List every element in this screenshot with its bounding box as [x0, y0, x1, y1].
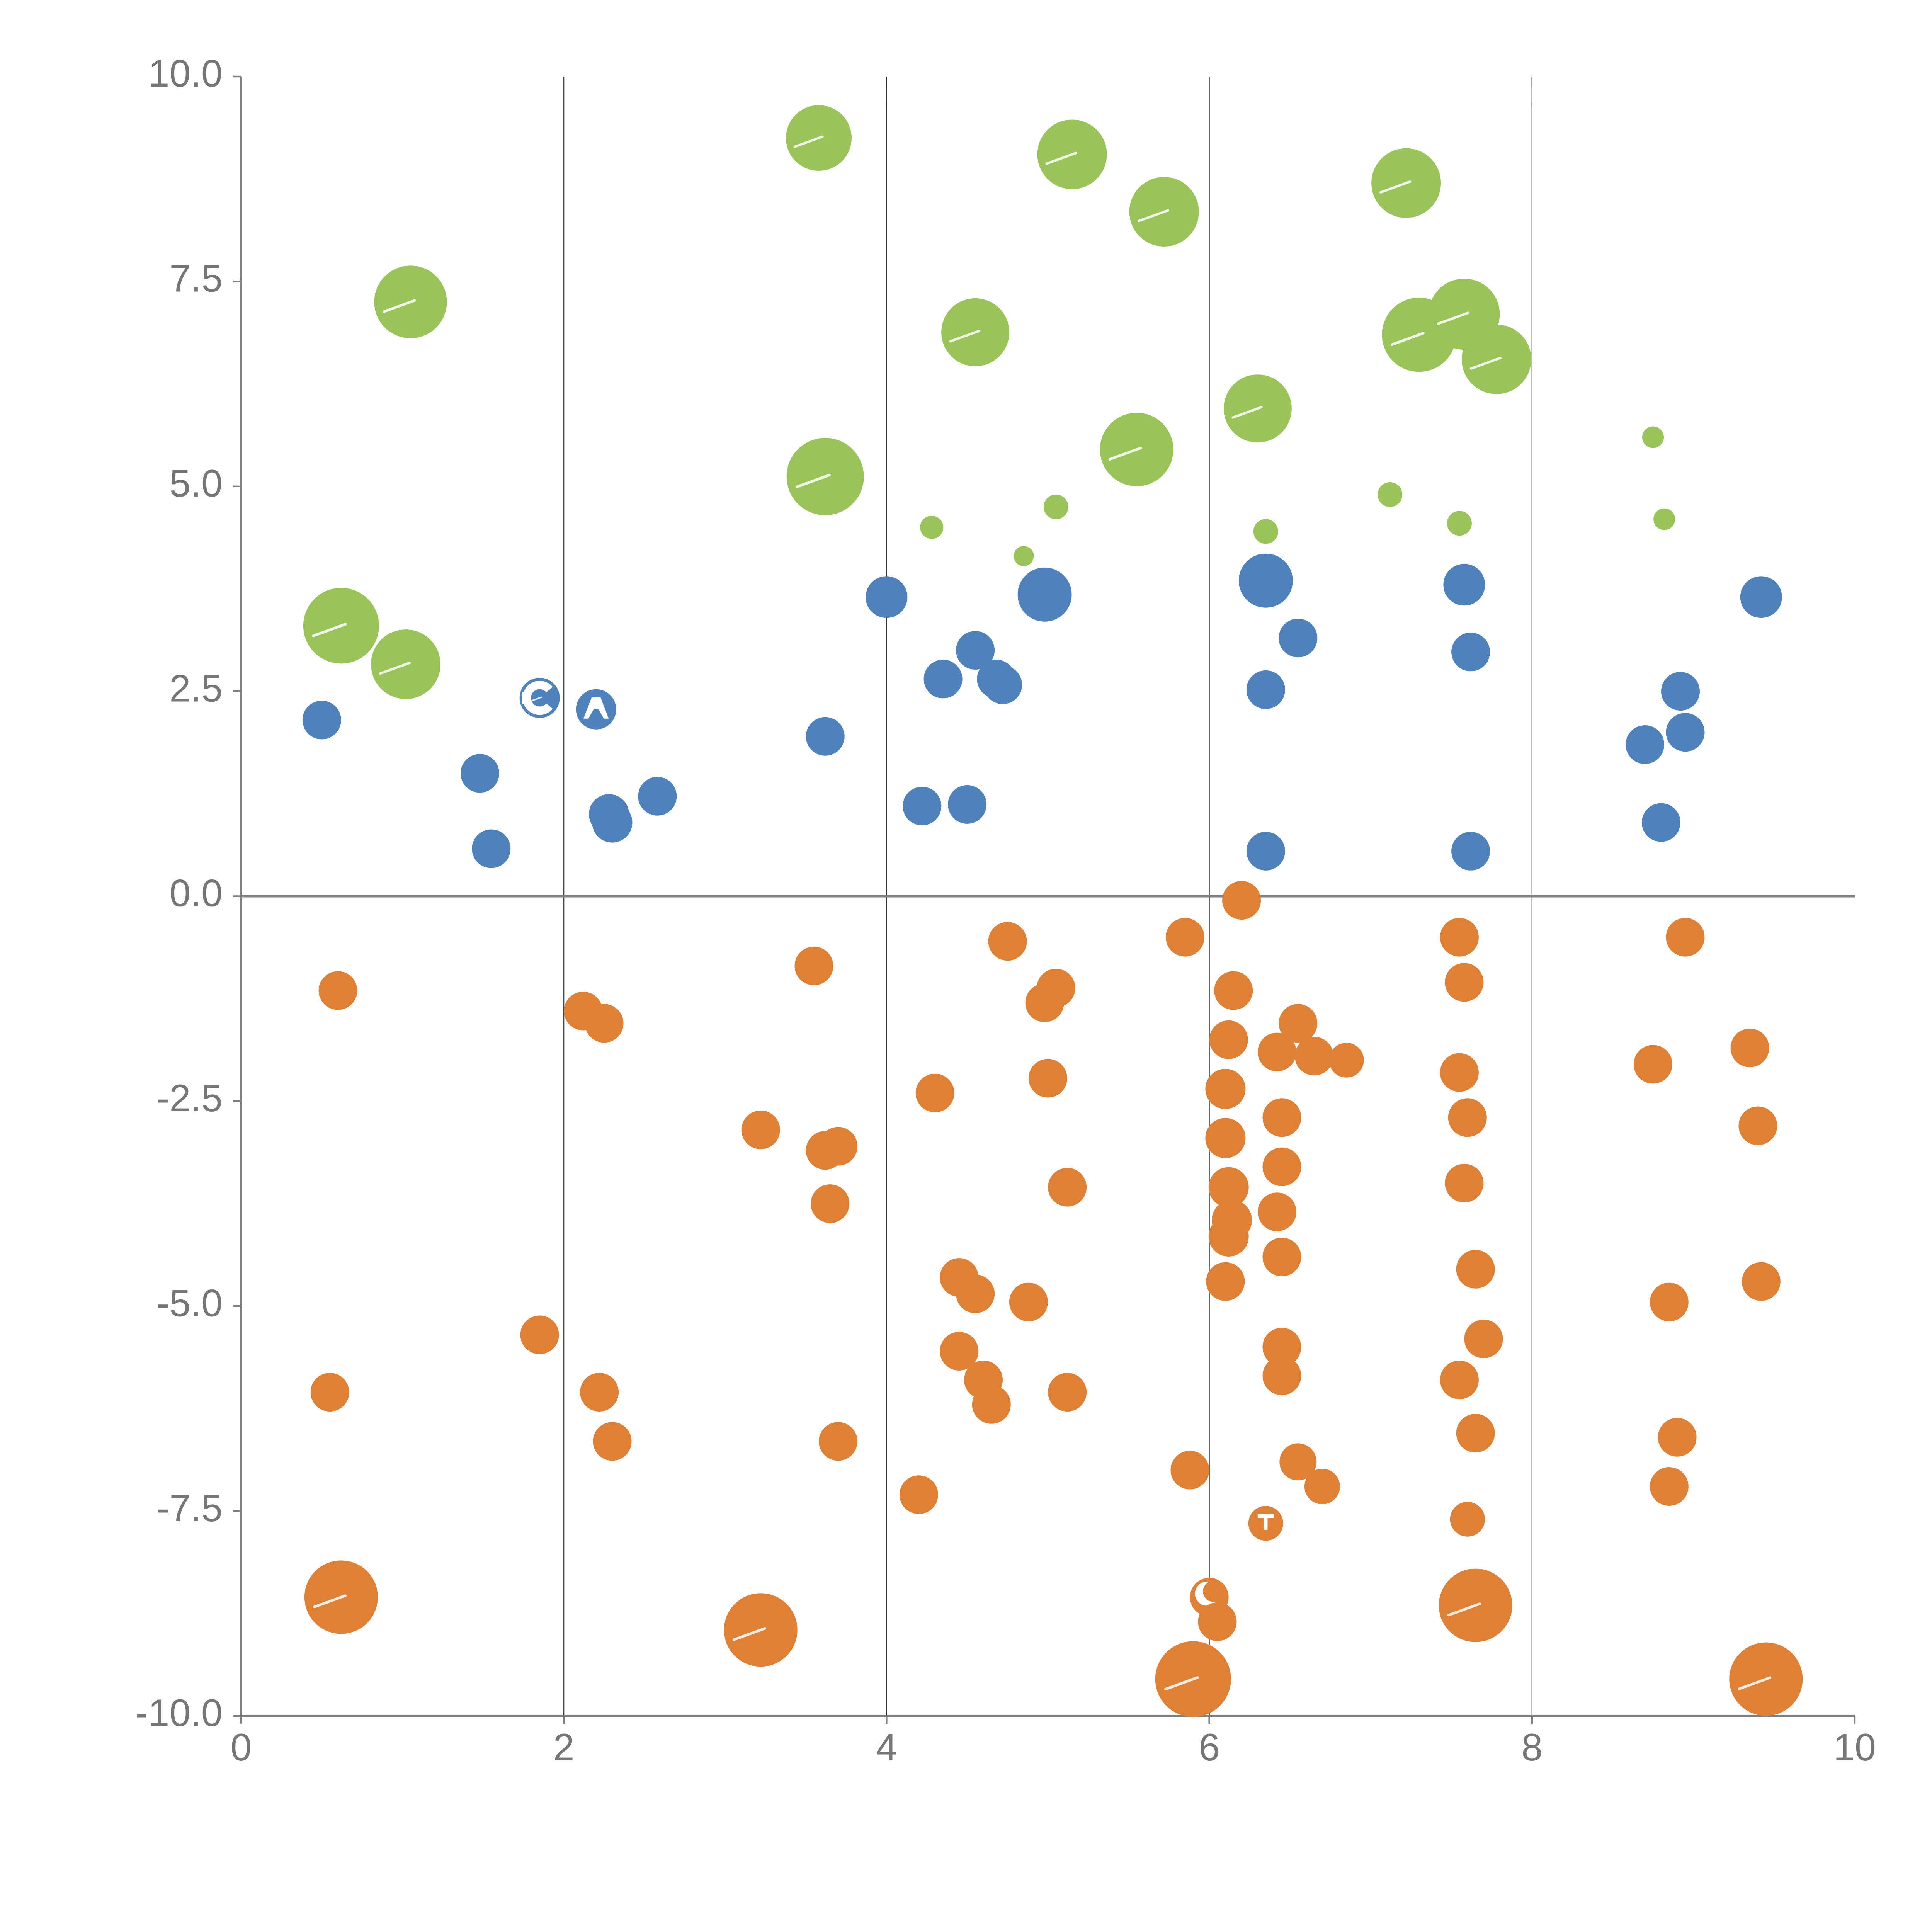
- svg-text:-7.5: -7.5: [156, 1486, 223, 1529]
- svg-text:2: 2: [553, 1726, 575, 1769]
- svg-text:4: 4: [876, 1726, 897, 1769]
- svg-text:10.0: 10.0: [148, 52, 223, 95]
- svg-text:10: 10: [1833, 1726, 1876, 1769]
- svg-text:-10.0: -10.0: [135, 1691, 223, 1734]
- svg-text:-5.0: -5.0: [156, 1281, 223, 1324]
- svg-text:0.0: 0.0: [169, 872, 223, 915]
- svg-text:2.5: 2.5: [169, 667, 223, 709]
- svg-text:8: 8: [1521, 1726, 1543, 1769]
- svg-text:0: 0: [230, 1726, 252, 1769]
- svg-text:-2.5: -2.5: [156, 1077, 223, 1119]
- svg-text:6: 6: [1199, 1726, 1220, 1769]
- svg-text:7.5: 7.5: [169, 257, 223, 300]
- svg-text:5.0: 5.0: [169, 462, 223, 505]
